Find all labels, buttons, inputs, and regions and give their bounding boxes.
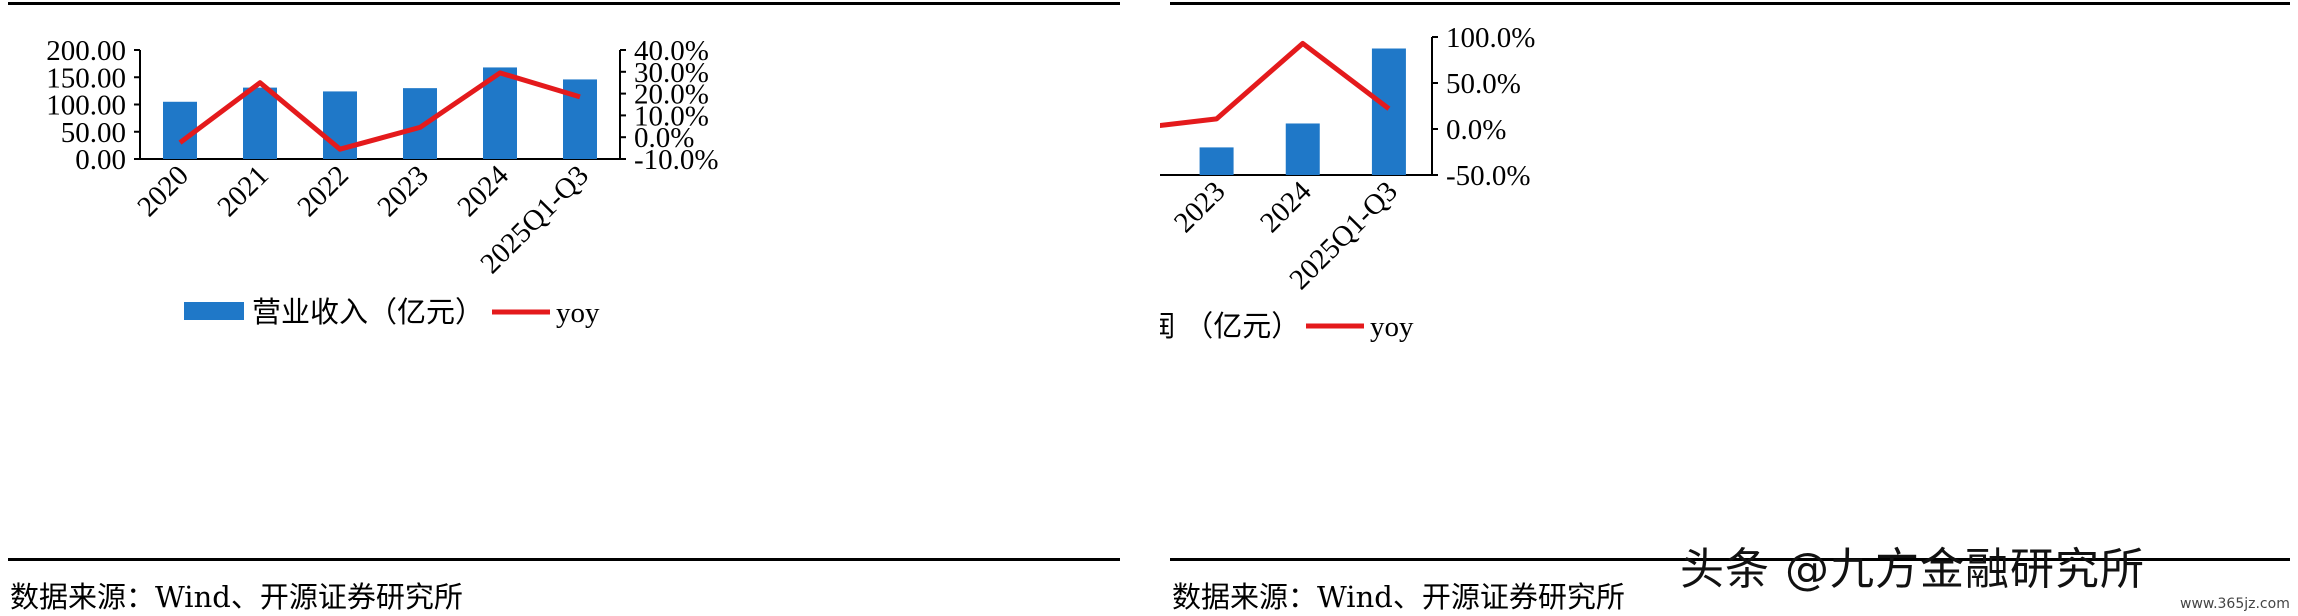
left-tick-label: 50.00 — [61, 117, 126, 149]
yoy-line — [178, 70, 581, 152]
right-tick-label: 0.0% — [1446, 114, 1506, 146]
left-tick-label: 0.00 — [75, 144, 126, 176]
bar — [243, 87, 277, 159]
yoy-line — [1160, 40, 1391, 129]
category-label: 2023 — [1168, 175, 1232, 239]
left-tick-label: 150.00 — [46, 62, 126, 94]
right-tick-label: 30.0% — [634, 57, 709, 89]
category-label: 2022 — [291, 159, 355, 223]
bar — [1199, 147, 1234, 175]
category-label: 2021 — [211, 159, 275, 223]
bar — [1371, 48, 1406, 175]
bottom-rule — [8, 558, 1120, 561]
right-tick-label: 40.0% — [634, 35, 709, 67]
watermark-url: www.365jz.com — [2180, 596, 2290, 612]
legend-bar-label: 归母净利润 （亿元） — [1160, 309, 1300, 343]
right-tick-label: -50.0% — [1446, 160, 1531, 192]
left-chart-panel: 200.00 150.00 100.00 50.00 0.00 40.0% 30.0% 20.… — [0, 0, 1130, 616]
right-tick-label: -10.0% — [634, 144, 719, 176]
legend-line-label: yoy — [1370, 311, 1414, 343]
left-tick-label: 200.00 — [46, 35, 126, 67]
right-chart-panel: 30.0020.0010.000.00100.0%50.0%0.0%-50.0%… — [1160, 0, 2298, 616]
right-tick-label: 10.0% — [634, 100, 709, 132]
category-label: 2024 — [451, 159, 515, 223]
source-note: 数据来源：Wind、开源证券研究所 — [10, 580, 463, 614]
net-profit-chart: 30.0020.0010.000.00100.0%50.0%0.0%-50.0%… — [1160, 22, 1535, 343]
source-note: 数据来源：Wind、开源证券研究所 — [1172, 580, 1625, 614]
category-label: 2024 — [1254, 175, 1318, 239]
right-tick-label: 0.0% — [634, 122, 694, 154]
bar — [403, 88, 437, 159]
top-rule — [8, 2, 1120, 5]
right-tick-label: 20.0% — [634, 79, 709, 111]
legend-bar-swatch — [184, 302, 244, 320]
bar — [163, 101, 197, 159]
right-tick-label: 50.0% — [1446, 68, 1521, 100]
legend-line-label: yoy — [556, 297, 600, 329]
category-label: 2020 — [131, 159, 195, 223]
bottom-rule — [1170, 558, 2290, 561]
left-tick-label: 100.00 — [46, 90, 126, 122]
legend-bar-label: 营业收入（亿元） — [252, 295, 484, 329]
top-rule — [1170, 2, 2290, 5]
category-label: 2023 — [371, 159, 435, 223]
bar — [1285, 123, 1320, 175]
right-tick-label: 100.0% — [1446, 22, 1535, 54]
watermark: 头条 @九方金融研究所 — [1680, 544, 2145, 595]
